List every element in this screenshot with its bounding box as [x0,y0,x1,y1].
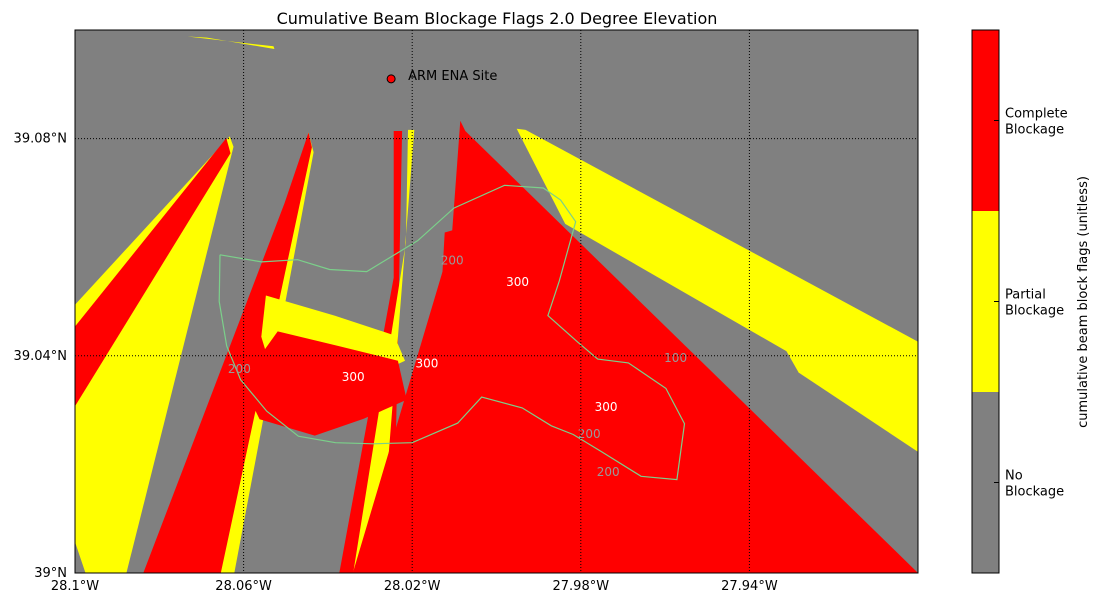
site-marker[interactable] [386,74,396,84]
chart-title: Cumulative Beam Blockage Flags 2.0 Degre… [277,9,718,28]
map-gridlines [75,30,918,573]
x-tick-label: 28.06°W [215,579,272,594]
plot-frame [74,29,919,574]
beam-region-0 [75,136,234,573]
beam-region-11 [241,331,407,436]
colorbar-class-label-line2: Blockage [1005,304,1064,319]
contour-label-7: 200 [597,465,620,479]
contour-label-2: 300 [415,356,438,370]
y-tick-label: 39°N [34,566,67,581]
colorbar-frame [971,29,1000,574]
contour-label-5: 200 [228,362,251,376]
colorbar-class-label-line1: No [1005,469,1023,484]
contour-label-0: 300 [506,275,529,289]
beam-region-8 [781,343,918,452]
colorbar: NoBlockagePartialBlockageCompleteBlockag… [971,29,1068,574]
colorbar-class-label-line2: Blockage [1005,123,1064,138]
y-tick-label: 39.08°N [14,132,67,147]
colorbar-label: cumulative beam block flags (unitless) [1076,176,1091,428]
contour-label-1: 300 [342,370,365,384]
x-tick-label: 27.94°W [721,579,778,594]
contour-label-3: 300 [595,400,618,414]
island-coastline [218,184,686,481]
elevation-contour-labels: 300 300 300 300 200 200 200 200 100 [228,253,687,479]
beam-region-12 [442,214,553,324]
site-dot[interactable] [386,74,396,84]
x-tick-label: 28.02°W [384,579,441,594]
colorbar-class-label-line1: Complete [1005,107,1068,122]
map-plot-area: 300 300 300 300 200 200 200 200 100 [75,30,918,573]
coastline [218,184,686,481]
colorbar-class-label-line2: Blockage [1005,485,1064,500]
beam-region-1 [75,138,231,407]
y-axis-ticks: 39°N 39.04°N 39.08°N [14,132,67,581]
colorbar-class-label-line1: Partial [1005,288,1046,303]
beam-blockage-regions [75,36,918,573]
contour-label-6: 200 [578,427,601,441]
site-label: ARM ENA Site [408,69,497,84]
beam-region-3 [143,132,312,573]
contour-label-8: 100 [664,351,687,365]
contour-label-4: 200 [441,253,464,267]
x-axis-ticks: 28.1°W 28.06°W 28.02°W 27.98°W 27.94°W [51,579,778,594]
y-tick-label: 39.04°N [14,349,67,364]
x-tick-label: 27.98°W [553,579,610,594]
x-tick-label: 28.1°W [51,579,99,594]
